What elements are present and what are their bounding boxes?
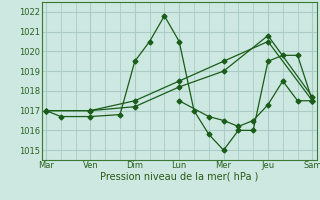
X-axis label: Pression niveau de la mer( hPa ): Pression niveau de la mer( hPa ) <box>100 172 258 182</box>
